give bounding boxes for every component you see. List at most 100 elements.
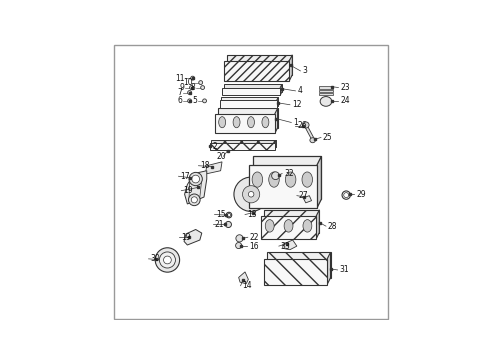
Ellipse shape	[155, 248, 180, 272]
Ellipse shape	[236, 243, 242, 249]
Text: 24: 24	[341, 96, 350, 105]
Ellipse shape	[233, 117, 240, 128]
Ellipse shape	[243, 186, 260, 203]
Text: 21: 21	[215, 220, 224, 229]
Ellipse shape	[252, 172, 263, 187]
FancyBboxPatch shape	[319, 93, 333, 95]
Text: 32: 32	[284, 169, 294, 178]
Ellipse shape	[302, 172, 313, 187]
Polygon shape	[218, 108, 278, 128]
Ellipse shape	[199, 81, 203, 85]
Ellipse shape	[234, 177, 269, 211]
Ellipse shape	[343, 193, 349, 198]
Ellipse shape	[191, 76, 195, 80]
Polygon shape	[264, 210, 319, 233]
Text: 26: 26	[297, 121, 307, 130]
FancyBboxPatch shape	[264, 259, 327, 285]
Ellipse shape	[262, 117, 269, 128]
Polygon shape	[283, 240, 297, 250]
Text: 13: 13	[247, 210, 257, 219]
Ellipse shape	[303, 220, 312, 232]
Ellipse shape	[188, 99, 192, 103]
Polygon shape	[184, 229, 202, 245]
Ellipse shape	[189, 194, 200, 206]
Polygon shape	[275, 140, 276, 150]
Ellipse shape	[164, 256, 171, 264]
Ellipse shape	[192, 175, 199, 183]
Polygon shape	[316, 210, 319, 239]
Text: 30: 30	[150, 255, 160, 264]
Polygon shape	[253, 156, 321, 199]
Ellipse shape	[271, 172, 279, 180]
Ellipse shape	[236, 235, 243, 242]
Ellipse shape	[284, 220, 293, 232]
Ellipse shape	[188, 91, 192, 94]
FancyBboxPatch shape	[319, 90, 333, 92]
Text: 2: 2	[212, 142, 217, 151]
Polygon shape	[268, 252, 331, 278]
Ellipse shape	[247, 117, 254, 128]
FancyBboxPatch shape	[224, 61, 289, 81]
Text: 11: 11	[175, 74, 185, 83]
FancyBboxPatch shape	[261, 216, 316, 239]
Text: 19: 19	[183, 186, 193, 195]
FancyBboxPatch shape	[220, 100, 277, 108]
Polygon shape	[211, 140, 276, 147]
Ellipse shape	[219, 117, 225, 128]
Polygon shape	[305, 126, 314, 139]
Polygon shape	[303, 195, 312, 203]
FancyBboxPatch shape	[222, 87, 280, 95]
Text: 27: 27	[299, 191, 308, 200]
Text: 12: 12	[292, 100, 301, 109]
Polygon shape	[227, 55, 293, 75]
FancyBboxPatch shape	[215, 114, 275, 133]
Text: 18: 18	[200, 161, 210, 170]
Ellipse shape	[189, 172, 202, 186]
Text: 17: 17	[180, 172, 190, 181]
Text: 7: 7	[177, 88, 182, 97]
Ellipse shape	[269, 172, 279, 187]
Ellipse shape	[201, 86, 204, 90]
Text: 3: 3	[302, 66, 307, 75]
Ellipse shape	[203, 99, 206, 103]
Ellipse shape	[310, 138, 316, 143]
Text: 15: 15	[217, 210, 226, 219]
Text: 6: 6	[177, 96, 182, 105]
FancyBboxPatch shape	[249, 165, 317, 208]
Polygon shape	[327, 252, 331, 285]
Ellipse shape	[190, 86, 194, 90]
Text: 22: 22	[250, 233, 259, 242]
Text: 29: 29	[356, 190, 366, 199]
Polygon shape	[277, 97, 278, 108]
Text: 5: 5	[192, 96, 197, 105]
Text: 1: 1	[293, 118, 298, 127]
Text: 10: 10	[184, 78, 193, 87]
Ellipse shape	[191, 197, 197, 203]
Polygon shape	[275, 108, 278, 133]
Polygon shape	[239, 272, 248, 284]
Text: 20: 20	[217, 152, 226, 161]
Ellipse shape	[248, 192, 254, 197]
Text: 28: 28	[328, 222, 338, 231]
Ellipse shape	[226, 212, 232, 218]
Polygon shape	[280, 84, 282, 95]
Text: 8: 8	[191, 83, 195, 92]
Ellipse shape	[342, 191, 350, 199]
Ellipse shape	[227, 213, 231, 217]
Polygon shape	[205, 162, 222, 174]
Polygon shape	[223, 84, 282, 92]
Ellipse shape	[303, 122, 309, 128]
Polygon shape	[185, 171, 207, 204]
Text: 33: 33	[281, 242, 291, 251]
Ellipse shape	[320, 96, 332, 106]
Ellipse shape	[225, 221, 231, 228]
Text: 23: 23	[341, 83, 350, 92]
Text: 19: 19	[181, 233, 191, 242]
Ellipse shape	[265, 220, 274, 232]
Text: 25: 25	[323, 133, 333, 142]
FancyBboxPatch shape	[319, 86, 333, 89]
Ellipse shape	[159, 252, 175, 268]
Text: 14: 14	[243, 281, 252, 290]
Text: 16: 16	[249, 242, 259, 251]
Text: 9: 9	[179, 83, 184, 92]
